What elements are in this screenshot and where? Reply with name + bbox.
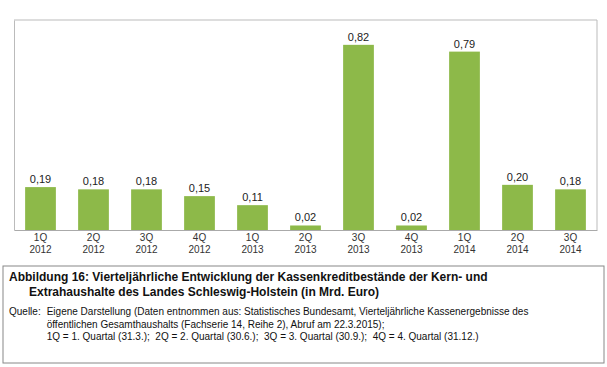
x-tick: 3Q2012 <box>135 230 158 255</box>
x-tick-label-line: 2012 <box>82 244 105 255</box>
data-label: 0,79 <box>454 38 475 50</box>
x-tick-label: 1Q2012 <box>29 232 52 255</box>
chart-root: 0,19 0,18 0,18 0,15 0,11 0,02 0,82 0,02 0,79 0,20… <box>0 0 607 367</box>
source-line: Eigene Darstellung (Daten entnommen aus:… <box>47 306 529 317</box>
bar <box>396 225 427 230</box>
x-tick-label-line: 2012 <box>135 244 158 255</box>
x-tick-label-line: 2012 <box>188 244 211 255</box>
x-tick-label-line: 2014 <box>453 244 476 255</box>
x-tick: 3Q2014 <box>559 230 582 255</box>
x-tick-label: 4Q2012 <box>188 232 211 255</box>
x-tick-label: 2Q2014 <box>506 232 529 255</box>
data-label: 0,19 <box>30 173 51 185</box>
y-axis-line <box>14 21 15 231</box>
bar <box>131 189 162 230</box>
plot: 0,19 0,18 0,18 0,15 0,11 0,02 0,82 0,02 0,79 0,20… <box>14 20 598 255</box>
source-label: Quelle: <box>9 306 41 317</box>
x-tick-label: 3Q2013 <box>347 232 370 255</box>
bar <box>184 196 215 230</box>
x-tick: 2Q2012 <box>82 230 105 255</box>
frame-top <box>14 20 597 21</box>
x-tick-label: 1Q2013 <box>241 232 264 255</box>
x-tick-label-line: 2Q <box>299 232 313 243</box>
x-tick-label-line: 2Q <box>511 232 525 243</box>
x-tick-label-line: 4Q <box>405 232 419 243</box>
x-tick-label: 2Q2012 <box>82 232 105 255</box>
title-line: Extrahaushalte des Landes Schleswig-Hols… <box>29 285 379 299</box>
data-label: 0,02 <box>401 211 422 223</box>
x-tick-label-line: 1Q <box>34 232 48 243</box>
x-axis: 1Q20122Q20123Q20124Q20121Q20132Q20133Q20… <box>15 230 598 255</box>
x-tick-label-line: 2014 <box>506 244 529 255</box>
bars <box>25 45 586 230</box>
x-tick-label: 3Q2014 <box>559 232 582 255</box>
x-tick-label-line: 4Q <box>193 232 207 243</box>
x-tick: 1Q2014 <box>453 230 476 255</box>
bar <box>78 189 109 230</box>
x-tick-label-line: 3Q <box>140 232 154 243</box>
x-tick-label-line: 2014 <box>559 244 582 255</box>
x-tick-label-line: 3Q <box>352 232 366 243</box>
x-tick: 2Q2013 <box>294 230 317 255</box>
frame-right <box>597 20 598 230</box>
x-tick-label: 2Q2013 <box>294 232 317 255</box>
x-tick-label: 1Q2014 <box>453 232 476 255</box>
data-label: 0,82 <box>348 31 369 43</box>
x-axis-line <box>15 230 598 231</box>
source-line: öffentlichen Gesamthaushalts (Fachserie … <box>47 319 385 330</box>
x-tick: 3Q2013 <box>347 230 370 255</box>
bar <box>290 225 321 230</box>
x-tick-label: 4Q2013 <box>400 232 423 255</box>
x-tick-label-line: 2Q <box>87 232 101 243</box>
x-tick-label: 3Q2012 <box>135 232 158 255</box>
data-label: 0,15 <box>189 182 210 194</box>
x-tick-label-line: 2013 <box>294 244 317 255</box>
bar <box>449 52 480 230</box>
title-line: Abbildung 16: Vierteljährliche Entwicklu… <box>9 270 488 284</box>
x-tick-label-line: 3Q <box>564 232 578 243</box>
caption-border <box>3 266 604 363</box>
bar <box>343 45 374 230</box>
bar <box>502 185 533 230</box>
x-tick: 2Q2014 <box>506 230 529 255</box>
data-label: 0,18 <box>560 175 581 187</box>
x-tick-label-line: 2012 <box>29 244 52 255</box>
x-tick: 1Q2012 <box>29 230 52 255</box>
x-tick-label-line: 2013 <box>400 244 423 255</box>
data-label: 0,18 <box>136 175 157 187</box>
source-line: 1Q = 1. Quartal (31.3.); 2Q = 2. Quartal… <box>47 331 479 342</box>
bar <box>555 189 586 230</box>
x-tick-label-line: 1Q <box>246 232 260 243</box>
data-label: 0,20 <box>507 171 528 183</box>
data-label: 0,18 <box>83 175 104 187</box>
x-tick: 4Q2012 <box>188 230 211 255</box>
x-tick: 4Q2013 <box>400 230 423 255</box>
data-label: 0,02 <box>295 211 316 223</box>
data-labels: 0,19 0,18 0,18 0,15 0,11 0,02 0,82 0,02 0,79 0,20… <box>30 31 581 224</box>
bar <box>237 205 268 230</box>
y-axis <box>14 21 15 231</box>
x-tick: 1Q2013 <box>241 230 264 255</box>
x-tick-label-line: 2013 <box>347 244 370 255</box>
x-tick-label-line: 2013 <box>241 244 264 255</box>
bar <box>25 187 56 230</box>
data-label: 0,11 <box>242 191 263 203</box>
x-tick-label-line: 1Q <box>458 232 472 243</box>
